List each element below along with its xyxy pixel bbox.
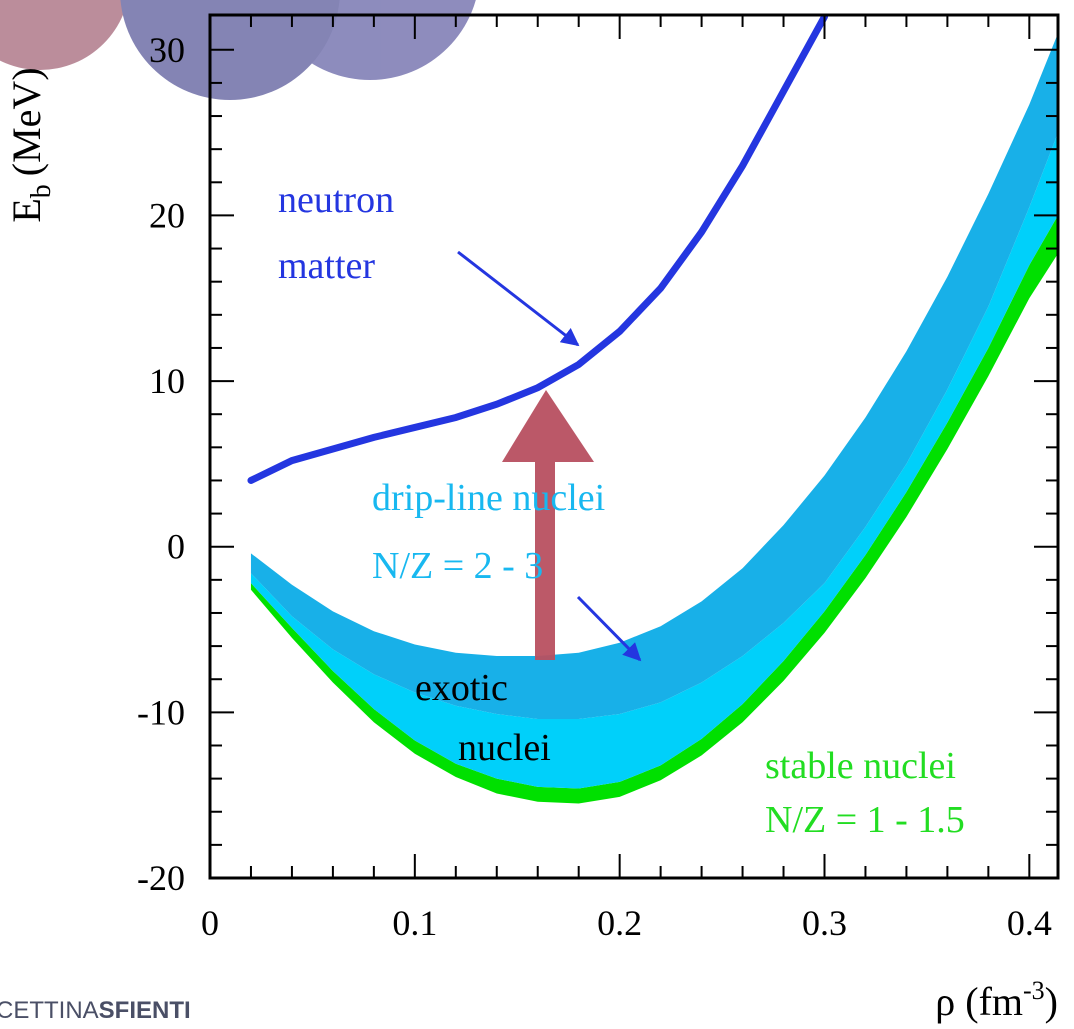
annotation: stable nuclei: [765, 745, 956, 787]
arrow: [457, 250, 580, 347]
line: [247, 15, 828, 484]
y-label-main: E: [4, 198, 49, 222]
annotation: neutron: [278, 179, 394, 221]
x-tick-label: 0.4: [1007, 903, 1052, 943]
y-label-sub: b: [26, 184, 57, 198]
x-label-sup: -3: [1023, 976, 1045, 1005]
x-tick-label: 0.2: [597, 903, 642, 943]
logo-light: CETTINA: [0, 997, 99, 1024]
annotation: N/Z = 1 - 1.5: [765, 799, 965, 841]
arrow: [576, 595, 642, 662]
annotations: neutron matter drip-line nuclei N/Z = 2 - 3…: [278, 179, 965, 841]
y-tick-label: 10: [149, 361, 185, 401]
x-label-main: ρ (fm: [935, 979, 1023, 1024]
x-tick-label: 0.1: [392, 903, 437, 943]
y-tick-label: 20: [149, 195, 185, 235]
plot-area: [247, 15, 1058, 804]
band: [250, 33, 1058, 719]
y-label-unit: (MeV): [4, 67, 49, 176]
frame: [208, 13, 1060, 880]
y-tick-label: -20: [137, 858, 185, 898]
annotation: exotic: [415, 667, 508, 709]
x-label-end: ): [1045, 979, 1058, 1024]
axes: 0 0.1 0.2 0.3 0.4 -20 -10 0 10 20 30: [137, 15, 1058, 943]
annotation: N/Z = 2 - 3: [372, 545, 543, 587]
band: [250, 215, 1058, 804]
annotation: drip-line nuclei: [372, 477, 605, 519]
x-tick-label: 0.3: [802, 903, 847, 943]
y-axis-label: Eb (MeV): [4, 67, 57, 222]
annotation: nuclei: [458, 727, 551, 769]
x-axis-label: ρ (fm-3): [935, 976, 1058, 1024]
y-tick-label: 30: [149, 30, 185, 70]
y-tick-label: 0: [167, 527, 185, 567]
annotation: matter: [278, 245, 375, 287]
y-tick-label: -10: [137, 692, 185, 732]
x-tick-label: 0: [201, 903, 219, 943]
logo-bold: SFIENTI: [99, 997, 191, 1024]
red-arrow: [502, 390, 594, 660]
logo: CETTINASFIENTI: [0, 997, 191, 1024]
